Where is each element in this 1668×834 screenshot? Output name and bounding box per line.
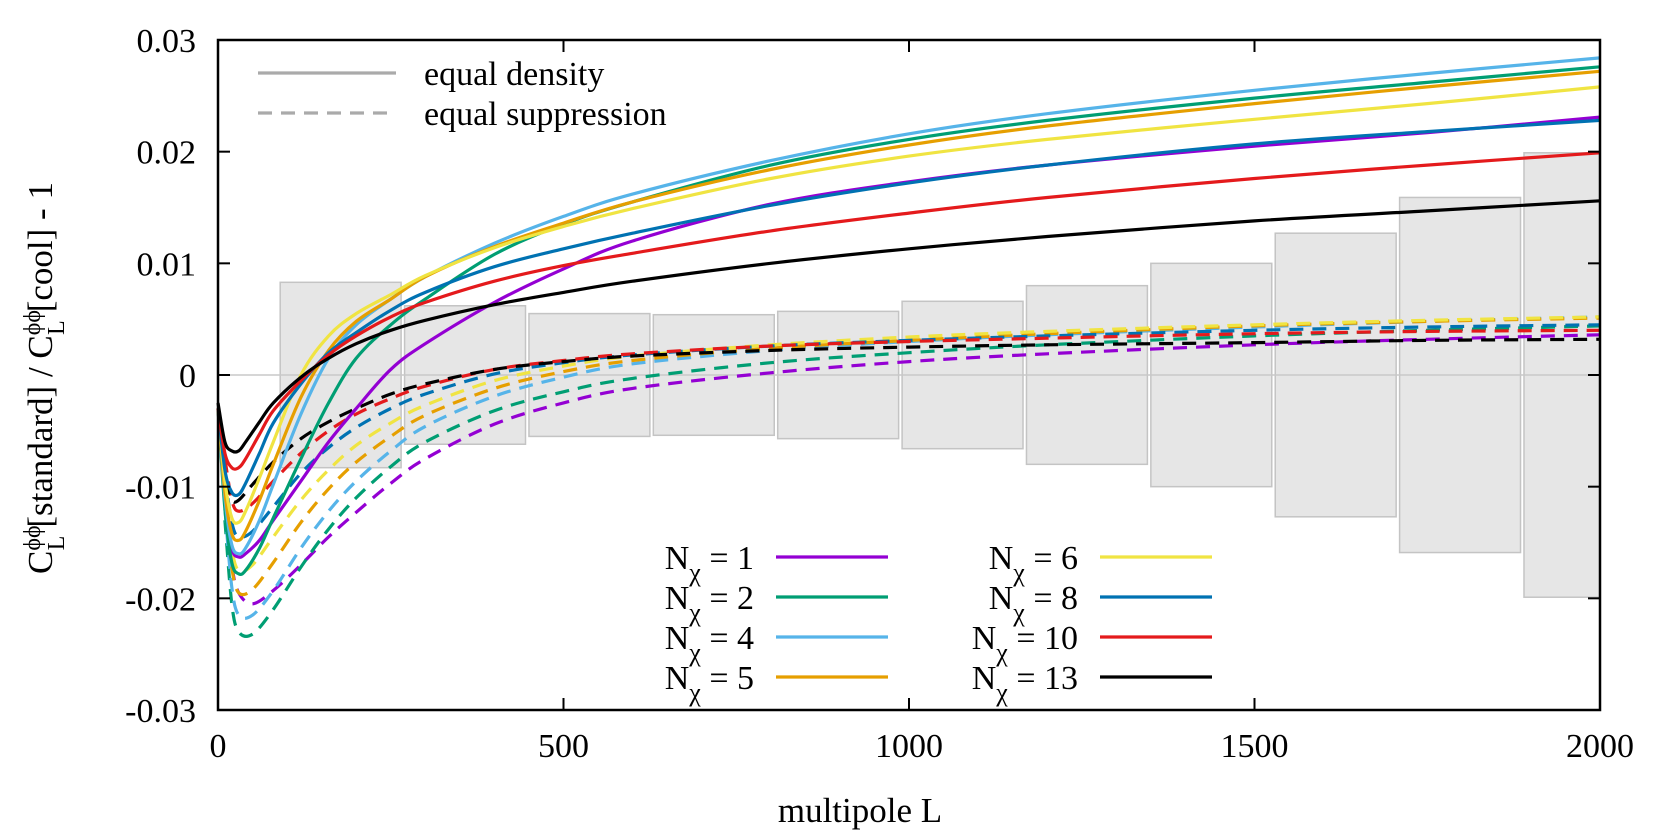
series-line-dashed-n13: [223, 337, 1601, 504]
series-legend-label: Nχ = 4: [665, 620, 754, 667]
x-axis-label: multipole L: [778, 791, 942, 830]
x-tick-label: 500: [538, 728, 589, 765]
y-axis-label: CϕϕL[standard] / CϕϕL[cool] - 1: [20, 182, 70, 574]
series-legend-label: Nχ = 2: [665, 580, 754, 627]
y-tick-label: -0.01: [125, 470, 196, 507]
x-tick-label: 1000: [875, 728, 943, 765]
y-tick-label: 0.01: [137, 246, 197, 283]
y-tick-label: 0.03: [137, 23, 197, 60]
style-legend-label: equal suppression: [424, 96, 667, 133]
series-legend-label: Nχ = 13: [972, 660, 1078, 707]
series-line-dashed-n8: [223, 323, 1601, 539]
y-tick-label: -0.02: [125, 581, 196, 618]
series-legend-label: Nχ = 1: [665, 540, 754, 587]
style-legend-label: equal density: [424, 56, 604, 93]
series-line-solid-n10: [216, 151, 1601, 471]
series-line-dashed-n6: [223, 315, 1601, 574]
series-line-solid-n8: [216, 118, 1601, 498]
x-tick-label: 0: [210, 728, 227, 765]
series-line-solid-n6: [216, 85, 1601, 525]
series-legend-label: Nχ = 5: [665, 660, 754, 707]
series-legend: Nχ = 1Nχ = 2Nχ = 4Nχ = 5Nχ = 6Nχ = 8Nχ =…: [665, 540, 1212, 707]
series-line-solid-n13: [216, 199, 1601, 454]
curves: [216, 56, 1601, 638]
x-tick-label: 2000: [1566, 728, 1634, 765]
y-tick-label: -0.03: [125, 693, 196, 730]
axis-ticks: 0 500 1000 1500 2000 -0.03 -0.02 -0.01 0 0.01 0.02…: [125, 23, 1634, 765]
y-tick-label: 0.02: [137, 135, 197, 172]
series-line-dashed-n10: [223, 328, 1601, 513]
x-tick-label: 1500: [1221, 728, 1289, 765]
series-legend-label: Nχ = 6: [989, 540, 1078, 587]
series-line-dashed-n1: [223, 333, 1601, 606]
y-tick-label: 0: [179, 358, 196, 395]
series-legend-label: Nχ = 8: [989, 580, 1078, 627]
series-legend-label: Nχ = 10: [972, 620, 1078, 667]
series-line-dashed-n2: [223, 324, 1601, 638]
